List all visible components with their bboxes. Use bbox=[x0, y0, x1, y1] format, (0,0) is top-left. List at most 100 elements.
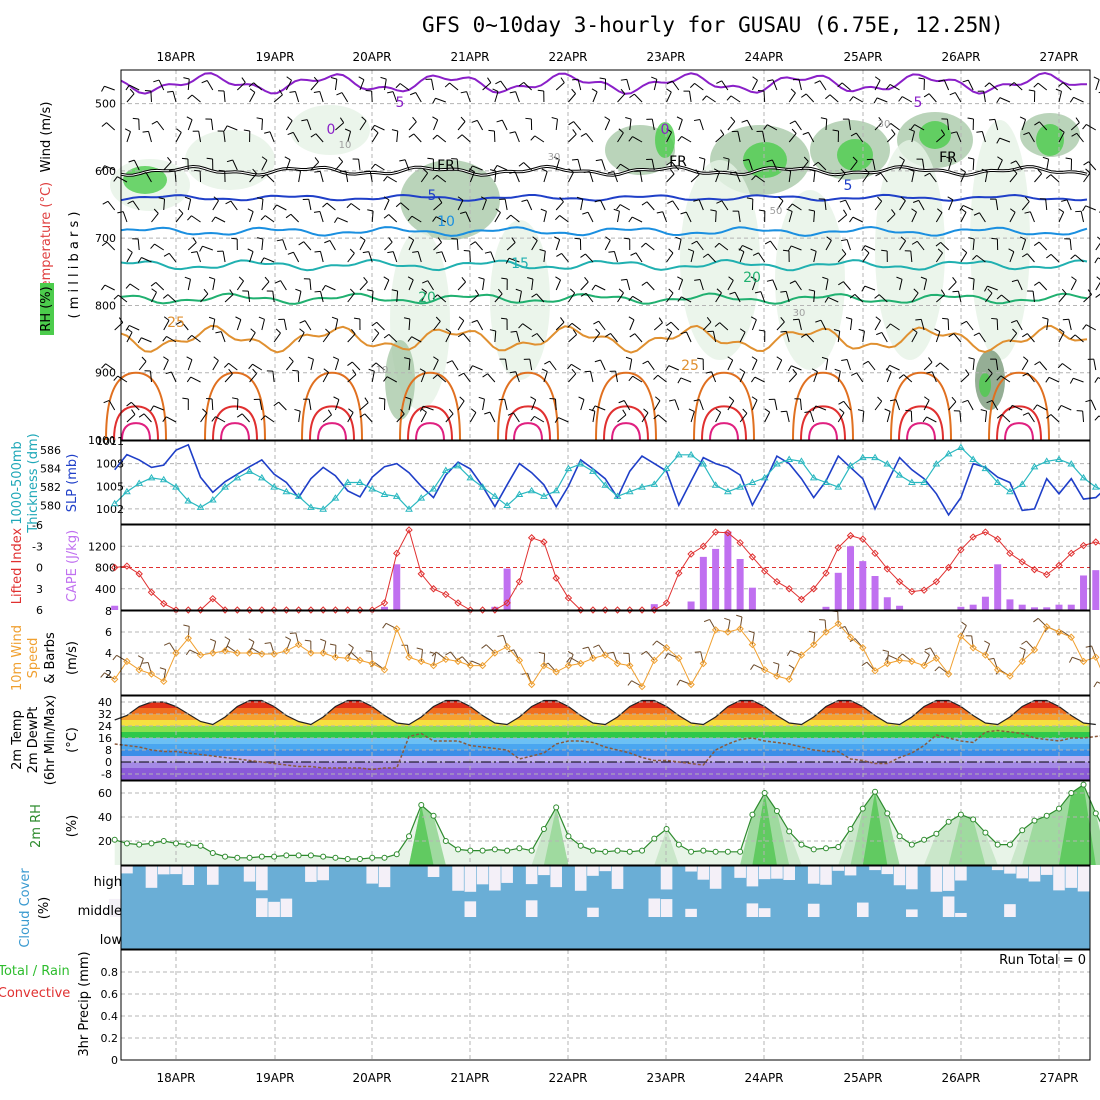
upper-barb-48-0-flag bbox=[689, 83, 695, 88]
li-point-79 bbox=[1079, 541, 1088, 550]
wind10-point-36 bbox=[552, 668, 560, 676]
upper-barb-40-6-flag bbox=[593, 320, 599, 325]
upper-barb-69-2-flag bbox=[960, 168, 966, 173]
wind10-barb-40-flag bbox=[593, 644, 600, 648]
upper-barb-40-2 bbox=[601, 159, 606, 171]
upper-barb-27-7-flag bbox=[432, 374, 438, 380]
upper-barb-67-6-flag bbox=[934, 328, 941, 333]
upper-barb-11-3 bbox=[249, 211, 254, 223]
li-point-16 bbox=[307, 606, 315, 614]
li-point-35 bbox=[540, 538, 548, 546]
upper-barb-3-2-flag bbox=[140, 171, 147, 176]
upper-barb-1-5 bbox=[118, 294, 128, 303]
upper-barb-6-1 bbox=[187, 119, 193, 131]
upper-barb-38-4-flag bbox=[574, 237, 581, 240]
upper-barb-55-6-flag bbox=[780, 330, 787, 333]
upper-barb-54-3 bbox=[776, 200, 784, 211]
upper-barb-66-1 bbox=[914, 124, 925, 131]
li-tick-1: 3 bbox=[36, 583, 43, 596]
top-date-label-2: 20APR bbox=[352, 50, 391, 64]
upper-barb-36-3 bbox=[555, 201, 564, 211]
thickness-point-52 bbox=[748, 478, 757, 485]
upper-barb-2-6 bbox=[128, 325, 140, 331]
upper-barb-51-8-flag bbox=[742, 408, 748, 414]
upper-barb-80-7 bbox=[1093, 359, 1097, 371]
upper-barb-78-1-flag bbox=[1075, 117, 1080, 123]
cloud-level-low: low bbox=[100, 933, 123, 948]
upper-barb-64-5 bbox=[899, 279, 903, 291]
upper-barb-45-3-flag bbox=[656, 211, 663, 214]
upper-barb-32-1-flag bbox=[496, 119, 503, 123]
upper-barb-6-3 bbox=[187, 199, 192, 211]
upper-barb-6-5 bbox=[187, 279, 191, 291]
thickness-point-48 bbox=[699, 460, 708, 467]
wind10-point-68 bbox=[944, 670, 953, 678]
upper-barb-49-1 bbox=[715, 134, 725, 143]
li-point-56 bbox=[797, 595, 806, 604]
upper-barb-62-3-flag bbox=[877, 196, 883, 202]
thickness-point-68 bbox=[944, 449, 953, 457]
wind10-point-30 bbox=[478, 661, 487, 670]
upper-barb-26-5-flag bbox=[422, 280, 428, 284]
upper-barb-38-1-flag bbox=[568, 121, 574, 126]
upper-barb-61-2 bbox=[862, 172, 870, 183]
warm-arch-7-2 bbox=[808, 422, 838, 441]
wind10-barb-21-flag bbox=[365, 650, 372, 653]
upper-barb-67-8 bbox=[926, 416, 937, 423]
rh-point-8 bbox=[209, 850, 216, 856]
li-point-68 bbox=[944, 563, 953, 572]
cloud-high-gap-31 bbox=[489, 866, 501, 891]
upper-barb-15-6 bbox=[298, 332, 305, 343]
upper-barb-23-0-flag bbox=[387, 91, 394, 94]
upper-barb-52-4 bbox=[742, 245, 753, 251]
wind10-barb-31-flag bbox=[481, 644, 487, 649]
upper-barb-37-5 bbox=[568, 292, 576, 303]
upper-barb-6-7 bbox=[187, 359, 193, 371]
upper-barb-49-1-flag bbox=[720, 129, 725, 135]
li-point-58 bbox=[822, 569, 830, 577]
upper-barb-54-7 bbox=[776, 359, 783, 371]
warm-arch-5-1 bbox=[603, 405, 649, 441]
upper-barb-8-0-flag bbox=[201, 80, 208, 84]
upper-barb-73-1 bbox=[999, 137, 1011, 143]
upper-barb-44-6-flag bbox=[658, 317, 663, 323]
li-point-76 bbox=[1043, 570, 1051, 579]
wind10-barb-28-flag bbox=[445, 651, 451, 656]
upper-barb-74-6-flag bbox=[1011, 319, 1017, 324]
upper-barb-65-6-flag bbox=[912, 328, 918, 333]
upper-barb-2-8 bbox=[130, 401, 140, 411]
upper-barb-24-4 bbox=[408, 239, 415, 251]
li-point-51 bbox=[736, 539, 744, 547]
cape-tick-1: 800 bbox=[95, 562, 116, 575]
upper-barb-3-6-flag bbox=[137, 337, 142, 344]
upper-barb-30-1-flag bbox=[471, 119, 478, 123]
upper-barb-5-8 bbox=[166, 416, 177, 423]
wind10-point-60 bbox=[846, 633, 855, 641]
wind10-barb-9-flag bbox=[224, 636, 231, 641]
upper-barb-18-8-flag bbox=[333, 396, 340, 401]
upper-barb-39-2 bbox=[589, 171, 594, 183]
upper-barb-68-5 bbox=[948, 281, 957, 291]
wind10-point-80 bbox=[1092, 653, 1100, 661]
upper-barb-15-4-flag bbox=[287, 251, 294, 255]
upper-barb-42-8-flag bbox=[618, 400, 625, 404]
upper-barb-10-8-flag bbox=[231, 397, 239, 400]
upper-barb-59-3 bbox=[837, 214, 847, 223]
wind10-barb-41-flag bbox=[607, 651, 614, 654]
upper-barb-44-3-flag bbox=[641, 201, 648, 206]
upper-barb-41-4 bbox=[613, 251, 618, 263]
upper-barb-56-7-flag bbox=[787, 365, 792, 372]
upper-barb-60-2 bbox=[850, 160, 858, 171]
wind10-point-79 bbox=[1079, 657, 1088, 666]
upper-barb-16-4 bbox=[303, 241, 312, 251]
upper-barb-23-6 bbox=[388, 333, 398, 343]
upper-barb-68-8 bbox=[948, 401, 957, 411]
upper-barb-81-7-flag bbox=[1094, 377, 1099, 383]
chart-title: GFS 0~10day 3-hourly for GUSAU (6.75E, 1… bbox=[422, 13, 1004, 37]
upper-barb-73-2 bbox=[1009, 173, 1018, 183]
cloud-high-gap-36 bbox=[550, 866, 562, 888]
upper-barb-34-3 bbox=[526, 199, 533, 211]
wind10-tick-0: 2 bbox=[105, 668, 112, 681]
wind10-point-15 bbox=[294, 640, 303, 649]
